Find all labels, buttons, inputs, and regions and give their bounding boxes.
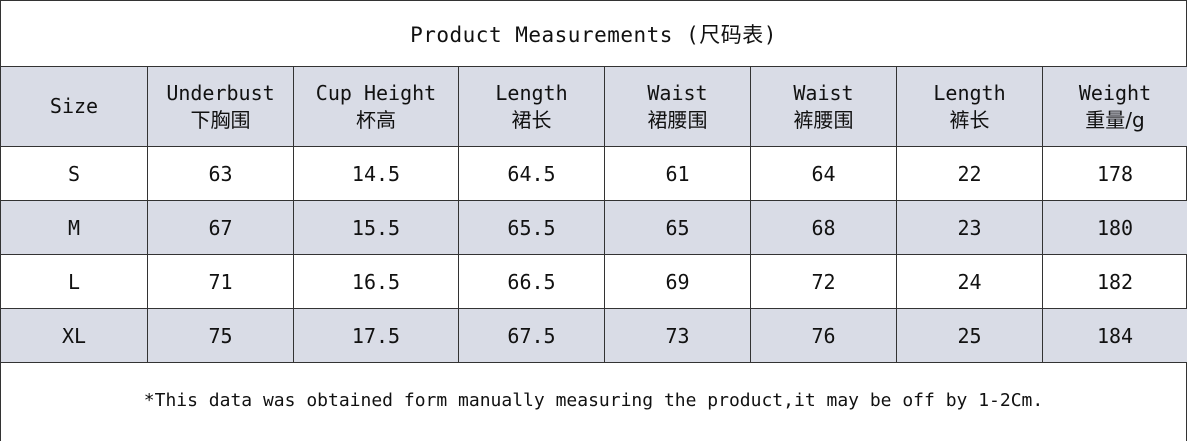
table-cell: 66.5 <box>458 254 605 309</box>
table-cell: 71 <box>147 254 294 309</box>
table-row: XL 75 17.5 67.5 73 76 25 184 <box>0 308 1187 363</box>
table-cell: 64.5 <box>458 146 605 201</box>
table-row: M 67 15.5 65.5 65 68 23 180 <box>0 200 1187 255</box>
table-row: S 63 14.5 64.5 61 64 22 178 <box>0 146 1187 201</box>
table-cell: 64 <box>750 146 897 201</box>
table-cell: 24 <box>896 254 1043 309</box>
header-pants-length-cn: 裤长 <box>949 107 990 132</box>
table-cell: 184 <box>1042 308 1187 363</box>
table-cell: L <box>0 254 148 309</box>
table-cell: 73 <box>604 308 751 363</box>
table-cell: 63 <box>147 146 294 201</box>
table-cell: 25 <box>896 308 1043 363</box>
table-cell: XL <box>0 308 148 363</box>
header-underbust-en: Underbust <box>166 80 275 105</box>
table-cell: S <box>0 146 148 201</box>
table-cell: 61 <box>604 146 751 201</box>
table-cell: 68 <box>750 200 897 255</box>
table-cell: 75 <box>147 308 294 363</box>
table-cell: 182 <box>1042 254 1187 309</box>
header-pants-waist-en: Waist <box>793 80 854 105</box>
header-pants-length: Length 裤长 <box>896 66 1043 147</box>
header-pants-length-en: Length <box>933 80 1006 105</box>
chart-title: Product Measurements (尺码表) <box>1 0 1186 66</box>
header-underbust-cn: 下胸围 <box>190 107 251 132</box>
table-cell: 65.5 <box>458 200 605 255</box>
table-cell: 23 <box>896 200 1043 255</box>
table-cell: 180 <box>1042 200 1187 255</box>
header-skirt-length: Length 裙长 <box>458 66 605 147</box>
table-cell: 65 <box>604 200 751 255</box>
table-cell: 67.5 <box>458 308 605 363</box>
header-underbust: Underbust 下胸围 <box>147 66 294 147</box>
header-weight-en: Weight <box>1078 80 1152 105</box>
table-cell: M <box>0 200 148 255</box>
table-row: L 71 16.5 66.5 69 72 24 182 <box>0 254 1187 309</box>
header-cup-height-cn: 杯高 <box>356 107 396 132</box>
header-cup-height: Cup Height 杯高 <box>293 66 459 147</box>
measurement-table: Size Underbust 下胸围 Cup Height 杯高 Length … <box>0 66 1187 363</box>
header-skirt-length-cn: 裙长 <box>511 107 552 132</box>
table-cell: 17.5 <box>293 308 459 363</box>
measurement-note: *This data was obtained form manually me… <box>143 390 1044 411</box>
header-skirt-waist: Waist 裙腰围 <box>604 66 751 147</box>
header-pants-waist-cn: 裤腰围 <box>793 107 854 132</box>
table-cell: 67 <box>147 200 294 255</box>
table-cell: 69 <box>604 254 751 309</box>
table-cell: 14.5 <box>293 146 459 201</box>
header-pants-waist: Waist 裤腰围 <box>750 66 897 147</box>
header-skirt-length-en: Length <box>495 80 568 105</box>
header-skirt-waist-cn: 裙腰围 <box>647 107 708 132</box>
table-cell: 15.5 <box>293 200 459 255</box>
header-weight-cn: 重量/g <box>1085 107 1145 132</box>
header-size: Size <box>0 66 148 147</box>
table-cell: 178 <box>1042 146 1187 201</box>
header-size-label: Size <box>49 94 99 118</box>
table-cell: 16.5 <box>293 254 459 309</box>
header-skirt-waist-en: Waist <box>647 80 708 105</box>
table-cell: 22 <box>896 146 1043 201</box>
table-cell: 76 <box>750 308 897 363</box>
header-row: Size Underbust 下胸围 Cup Height 杯高 Length … <box>0 66 1187 147</box>
table-cell: 72 <box>750 254 897 309</box>
header-weight: Weight 重量/g <box>1042 66 1187 147</box>
header-cup-height-en: Cup Height <box>315 80 437 105</box>
